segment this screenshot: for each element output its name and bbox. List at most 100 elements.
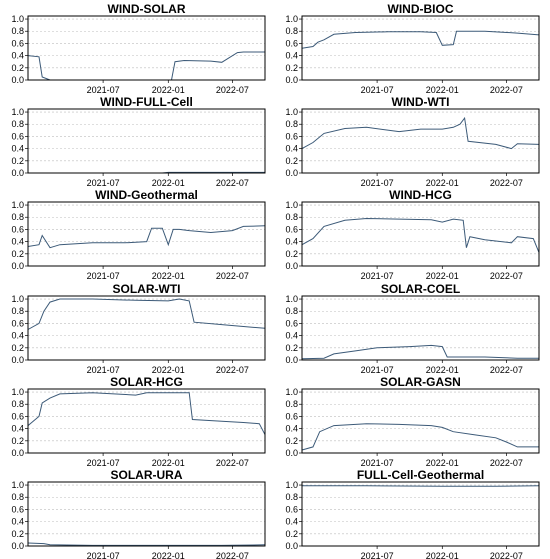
y-tick-label: 0.4 bbox=[285, 144, 298, 154]
y-tick-label: 1.0 bbox=[11, 200, 24, 210]
panel-solar-ura: SOLAR-URA 0.0 0.2 0.4 0.6 0.8 1.0 2021-07 2022-0… bbox=[11, 468, 266, 559]
y-tick-label: 0.8 bbox=[285, 26, 298, 36]
y-tick-label: 0.8 bbox=[285, 119, 298, 129]
x-tick-label: 2022-07 bbox=[490, 271, 523, 281]
y-tick-label: 0.2 bbox=[11, 249, 24, 259]
y-tick-label: 0.4 bbox=[11, 237, 24, 247]
y-tick-label: 0.2 bbox=[11, 63, 24, 73]
y-tick-label: 0.0 bbox=[285, 448, 298, 458]
y-tick-label: 0.0 bbox=[11, 75, 24, 85]
x-tick-label: 2022-01 bbox=[152, 551, 185, 559]
x-tick-label: 2021-07 bbox=[87, 458, 120, 468]
series-line bbox=[301, 116, 540, 150]
panel-title: WIND-BIOC bbox=[388, 2, 454, 16]
y-tick-label: 0.4 bbox=[285, 331, 298, 341]
series-line bbox=[301, 344, 539, 360]
x-tick-label: 2021-07 bbox=[87, 365, 120, 375]
y-tick-label: 0.8 bbox=[11, 212, 24, 222]
y-tick-label: 1.0 bbox=[285, 294, 298, 304]
panel-wind-solar: WIND-SOLAR 0.0 0.2 0.4 0.6 0.8 1.0 2021-07 2022-… bbox=[11, 2, 266, 95]
x-tick-label: 2022-01 bbox=[152, 85, 185, 95]
y-tick-label: 0.6 bbox=[285, 38, 298, 48]
x-tick-label: 2021-07 bbox=[361, 271, 394, 281]
series-line bbox=[301, 217, 540, 253]
plot-frame bbox=[301, 15, 540, 81]
x-tick-label: 2021-07 bbox=[87, 271, 120, 281]
x-tick-label: 2022-07 bbox=[216, 365, 249, 375]
y-tick-label: 0.8 bbox=[11, 492, 24, 502]
y-tick-label: 1.0 bbox=[285, 14, 298, 24]
x-tick-label: 2022-07 bbox=[216, 271, 249, 281]
y-tick-label: 0.6 bbox=[11, 318, 24, 328]
y-tick-label: 0.4 bbox=[285, 237, 298, 247]
y-tick-label: 0.4 bbox=[11, 517, 24, 527]
series-line bbox=[301, 423, 539, 451]
series-line bbox=[27, 392, 266, 435]
x-tick-label: 2022-01 bbox=[426, 458, 459, 468]
x-tick-label: 2022-01 bbox=[152, 271, 185, 281]
y-tick-label: 0.2 bbox=[285, 343, 298, 353]
panel-full-cell-geothermal: FULL-Cell-Geothermal 0.0 0.2 0.4 0.6 0.8 1.0 20… bbox=[285, 468, 540, 559]
plot-frame bbox=[27, 108, 266, 174]
y-tick-label: 1.0 bbox=[285, 107, 298, 117]
y-tick-label: 0.2 bbox=[11, 343, 24, 353]
y-tick-label: 1.0 bbox=[285, 387, 298, 397]
y-tick-label: 0.2 bbox=[285, 436, 298, 446]
panel-title: SOLAR-URA bbox=[111, 468, 183, 482]
x-tick-label: 2022-07 bbox=[216, 85, 249, 95]
x-tick-label: 2021-07 bbox=[361, 458, 394, 468]
panel-title: SOLAR-GASN bbox=[380, 375, 461, 389]
panel-title: WIND-SOLAR bbox=[108, 2, 186, 16]
series-line bbox=[27, 225, 266, 249]
y-tick-label: 0.6 bbox=[11, 504, 24, 514]
x-tick-label: 2022-07 bbox=[216, 551, 249, 559]
y-tick-label: 0.2 bbox=[285, 63, 298, 73]
y-tick-label: 0.6 bbox=[285, 411, 298, 421]
plot-frame bbox=[27, 201, 266, 267]
y-tick-label: 0.6 bbox=[11, 224, 24, 234]
panel-solar-wti: SOLAR-WTI 0.0 0.2 0.4 0.6 0.8 1.0 2021-07 2022-0… bbox=[11, 282, 266, 375]
x-tick-label: 2022-01 bbox=[152, 365, 185, 375]
y-tick-label: 1.0 bbox=[11, 480, 24, 490]
y-tick-label: 0.4 bbox=[285, 424, 298, 434]
y-tick-label: 0.2 bbox=[11, 529, 24, 539]
x-tick-label: 2022-01 bbox=[426, 85, 459, 95]
x-tick-label: 2022-01 bbox=[426, 551, 459, 559]
series-line bbox=[301, 30, 540, 49]
x-tick-label: 2022-01 bbox=[426, 178, 459, 188]
y-tick-label: 1.0 bbox=[11, 14, 24, 24]
x-tick-label: 2021-07 bbox=[87, 551, 120, 559]
y-tick-label: 0.0 bbox=[11, 355, 24, 365]
plot-frame bbox=[301, 108, 540, 174]
y-tick-label: 0.0 bbox=[285, 541, 298, 551]
y-tick-label: 0.4 bbox=[11, 331, 24, 341]
y-tick-label: 0.0 bbox=[11, 168, 24, 178]
x-tick-label: 2021-07 bbox=[87, 85, 120, 95]
y-tick-label: 0.6 bbox=[11, 411, 24, 421]
y-tick-label: 0.6 bbox=[11, 38, 24, 48]
series-line bbox=[302, 485, 540, 487]
plot-frame bbox=[27, 15, 266, 81]
x-tick-label: 2021-07 bbox=[361, 85, 394, 95]
panel-solar-coel: SOLAR-COEL 0.0 0.2 0.4 0.6 0.8 1.0 2021-07 2022-… bbox=[285, 282, 540, 375]
panel-solar-gasn: SOLAR-GASN 0.0 0.2 0.4 0.6 0.8 1.0 2021-07 2022-… bbox=[285, 375, 540, 468]
panel-title: SOLAR-WTI bbox=[113, 282, 181, 296]
plot-frame bbox=[301, 388, 540, 454]
panel-wind-geothermal: WIND-Geothermal 0.0 0.2 0.4 0.6 0.8 1.0 2021-07… bbox=[11, 188, 266, 281]
panel-title: WIND-WTI bbox=[392, 95, 450, 109]
x-tick-label: 2021-07 bbox=[87, 178, 120, 188]
x-tick-label: 2022-07 bbox=[216, 178, 249, 188]
x-tick-label: 2022-07 bbox=[490, 178, 523, 188]
panel-title: FULL-Cell-Geothermal bbox=[357, 468, 484, 482]
y-tick-label: 0.8 bbox=[285, 399, 298, 409]
y-tick-label: 0.8 bbox=[11, 26, 24, 36]
x-tick-label: 2021-07 bbox=[361, 178, 394, 188]
y-tick-label: 0.8 bbox=[285, 492, 298, 502]
series-line bbox=[27, 51, 265, 81]
x-tick-label: 2022-01 bbox=[426, 365, 459, 375]
y-tick-label: 1.0 bbox=[285, 200, 298, 210]
x-tick-label: 2022-07 bbox=[490, 551, 523, 559]
series-line bbox=[27, 542, 266, 546]
panel-wind-hcg: WIND-HCG 0.0 0.2 0.4 0.6 0.8 1.0 2021-07 2022-01… bbox=[285, 188, 540, 281]
y-tick-label: 0.2 bbox=[11, 156, 24, 166]
